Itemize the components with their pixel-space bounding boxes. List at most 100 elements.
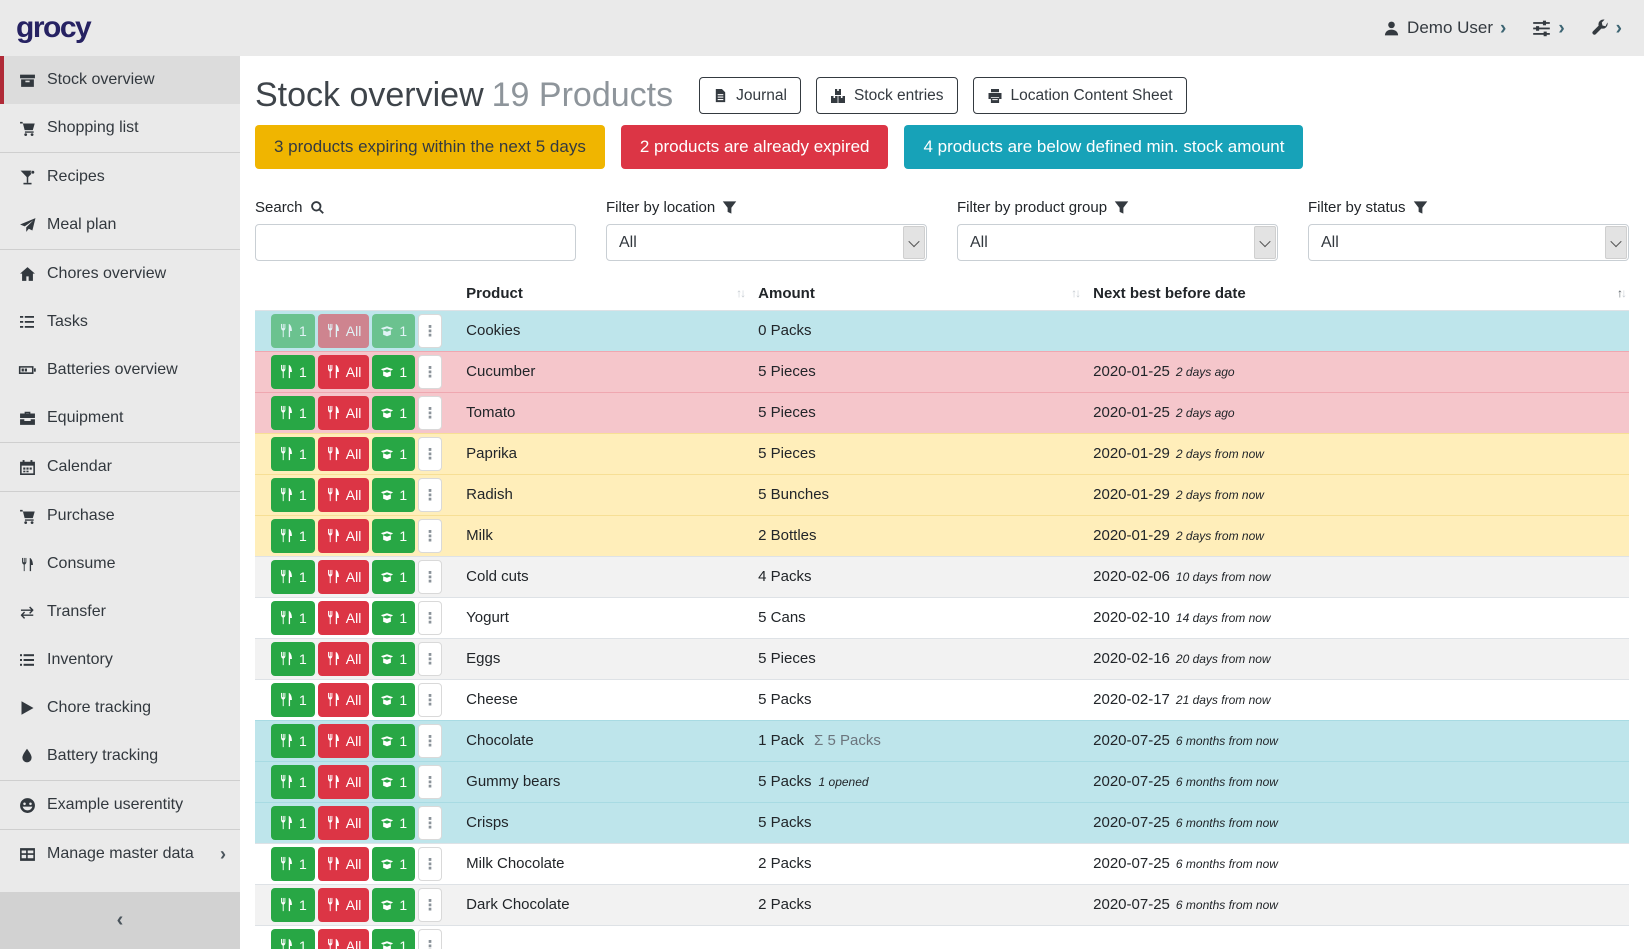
row-menu-button[interactable]: ⋮ xyxy=(418,682,443,717)
location-content-sheet-button[interactable]: Location Content Sheet xyxy=(972,77,1187,114)
consume-all-button[interactable]: All xyxy=(317,682,370,717)
sidebar-item-shopping-list[interactable]: Shopping list xyxy=(0,104,240,152)
sidebar-item-recipes[interactable]: Recipes xyxy=(0,153,240,201)
stock-alert-badge-3[interactable]: 4 products are below defined min. stock … xyxy=(904,125,1304,169)
sidebar-item-meal-plan[interactable]: Meal plan xyxy=(0,201,240,249)
sidebar-item-consume[interactable]: Consume xyxy=(0,540,240,588)
sidebar-item-manage-master-data[interactable]: Manage master data › xyxy=(0,830,240,878)
consume-all-button[interactable]: All xyxy=(317,887,370,922)
open-one-button[interactable]: 1 xyxy=(372,887,416,922)
consume-one-button[interactable]: 1 xyxy=(271,313,315,348)
consume-all-button[interactable]: All xyxy=(317,846,370,881)
search-input[interactable] xyxy=(255,224,576,261)
product-group-select[interactable]: All xyxy=(957,224,1278,261)
consume-one-button[interactable]: 1 xyxy=(271,600,315,635)
stock-alert-badge-1[interactable]: 3 products expiring within the next 5 da… xyxy=(255,125,605,169)
sidebar-item-inventory[interactable]: Inventory xyxy=(0,636,240,684)
open-one-button[interactable]: 1 xyxy=(372,518,416,553)
grocy-logo[interactable]: grocy xyxy=(16,11,92,44)
row-menu-button[interactable]: ⋮ xyxy=(418,928,443,949)
row-menu-button[interactable]: ⋮ xyxy=(418,354,443,389)
consume-all-button[interactable]: All xyxy=(317,764,370,799)
open-one-button[interactable]: 1 xyxy=(372,477,416,512)
consume-all-button[interactable]: All xyxy=(317,723,370,758)
row-menu-button[interactable]: ⋮ xyxy=(418,764,443,799)
admin-menu[interactable]: › xyxy=(1591,19,1622,38)
column-header-amount[interactable]: Amount ↑↓ xyxy=(748,277,1084,311)
consume-one-button[interactable]: 1 xyxy=(271,641,315,676)
open-one-button[interactable]: 1 xyxy=(372,436,416,471)
sidebar-item-batteries-overview[interactable]: Batteries overview xyxy=(0,346,240,394)
consume-one-button[interactable]: 1 xyxy=(271,395,315,430)
settings-menu[interactable]: › xyxy=(1532,19,1565,38)
open-one-button[interactable]: 1 xyxy=(372,846,416,881)
sidebar-item-chores-overview[interactable]: Chores overview xyxy=(0,250,240,298)
location-select[interactable]: All xyxy=(606,224,927,261)
consume-one-button[interactable]: 1 xyxy=(271,764,315,799)
consume-all-button[interactable]: All xyxy=(317,395,370,430)
consume-one-button[interactable]: 1 xyxy=(271,928,315,949)
open-one-button[interactable]: 1 xyxy=(372,559,416,594)
consume-all-button[interactable]: All xyxy=(317,559,370,594)
status-select[interactable]: All xyxy=(1308,224,1629,261)
sidebar-item-equipment[interactable]: Equipment xyxy=(0,394,240,442)
sidebar-collapse-button[interactable]: ‹ xyxy=(0,892,240,949)
sidebar-item-chore-tracking[interactable]: Chore tracking xyxy=(0,684,240,732)
sidebar-item-tasks[interactable]: Tasks xyxy=(0,298,240,346)
consume-all-button[interactable]: All xyxy=(317,354,370,389)
user-menu[interactable]: Demo User › xyxy=(1383,18,1506,38)
open-one-button[interactable]: 1 xyxy=(372,682,416,717)
consume-all-button[interactable]: All xyxy=(317,928,370,949)
open-one-button[interactable]: 1 xyxy=(372,928,416,949)
sidebar-item-calendar[interactable]: Calendar xyxy=(0,443,240,491)
row-menu-button[interactable]: ⋮ xyxy=(418,313,443,348)
consume-all-button[interactable]: All xyxy=(317,600,370,635)
consume-all-button[interactable]: All xyxy=(317,436,370,471)
open-one-button[interactable]: 1 xyxy=(372,313,416,348)
row-menu-button[interactable]: ⋮ xyxy=(418,723,443,758)
stock-alert-badge-2[interactable]: 2 products are already expired xyxy=(620,125,889,169)
row-menu-button[interactable]: ⋮ xyxy=(418,395,443,430)
consume-all-button[interactable]: All xyxy=(317,641,370,676)
consume-one-button[interactable]: 1 xyxy=(271,723,315,758)
consume-all-button[interactable]: All xyxy=(317,477,370,512)
sidebar-item-transfer[interactable]: ⇄ Transfer xyxy=(0,588,240,636)
consume-one-button[interactable]: 1 xyxy=(271,559,315,594)
sidebar-item-example-userentity[interactable]: Example userentity xyxy=(0,781,240,829)
consume-all-button[interactable]: All xyxy=(317,313,370,348)
column-header-product[interactable]: Product ↑↓ xyxy=(456,277,749,311)
open-one-button[interactable]: 1 xyxy=(372,641,416,676)
row-menu-button[interactable]: ⋮ xyxy=(418,436,443,471)
consume-all-button[interactable]: All xyxy=(317,518,370,553)
consume-one-button[interactable]: 1 xyxy=(271,436,315,471)
consume-one-button[interactable]: 1 xyxy=(271,354,315,389)
consume-one-button[interactable]: 1 xyxy=(271,682,315,717)
stock-entries-button[interactable]: Stock entries xyxy=(815,77,958,114)
open-one-button[interactable]: 1 xyxy=(372,354,416,389)
journal-button[interactable]: Journal xyxy=(699,77,801,114)
sidebar-item-battery-tracking[interactable]: Battery tracking xyxy=(0,732,240,780)
consume-one-button[interactable]: 1 xyxy=(271,887,315,922)
row-menu-button[interactable]: ⋮ xyxy=(418,887,443,922)
open-one-button[interactable]: 1 xyxy=(372,395,416,430)
row-menu-button[interactable]: ⋮ xyxy=(418,559,443,594)
row-menu-button[interactable]: ⋮ xyxy=(418,477,443,512)
open-one-button[interactable]: 1 xyxy=(372,723,416,758)
consume-one-button[interactable]: 1 xyxy=(271,846,315,881)
open-one-button[interactable]: 1 xyxy=(372,805,416,840)
consume-one-button[interactable]: 1 xyxy=(271,518,315,553)
consume-one-button[interactable]: 1 xyxy=(271,805,315,840)
row-menu-button[interactable]: ⋮ xyxy=(418,846,443,881)
column-header-next-best-before-date[interactable]: Next best before date ↑↓ xyxy=(1083,277,1629,311)
open-one-button[interactable]: 1 xyxy=(372,764,416,799)
ellipsis-v-icon: ⋮ xyxy=(422,937,438,949)
sidebar-item-purchase[interactable]: Purchase xyxy=(0,492,240,540)
row-menu-button[interactable]: ⋮ xyxy=(418,600,443,635)
consume-one-button[interactable]: 1 xyxy=(271,477,315,512)
row-menu-button[interactable]: ⋮ xyxy=(418,641,443,676)
open-one-button[interactable]: 1 xyxy=(372,600,416,635)
sidebar-item-stock-overview[interactable]: Stock overview xyxy=(0,56,240,104)
consume-all-button[interactable]: All xyxy=(317,805,370,840)
row-menu-button[interactable]: ⋮ xyxy=(418,518,443,553)
row-menu-button[interactable]: ⋮ xyxy=(418,805,443,840)
